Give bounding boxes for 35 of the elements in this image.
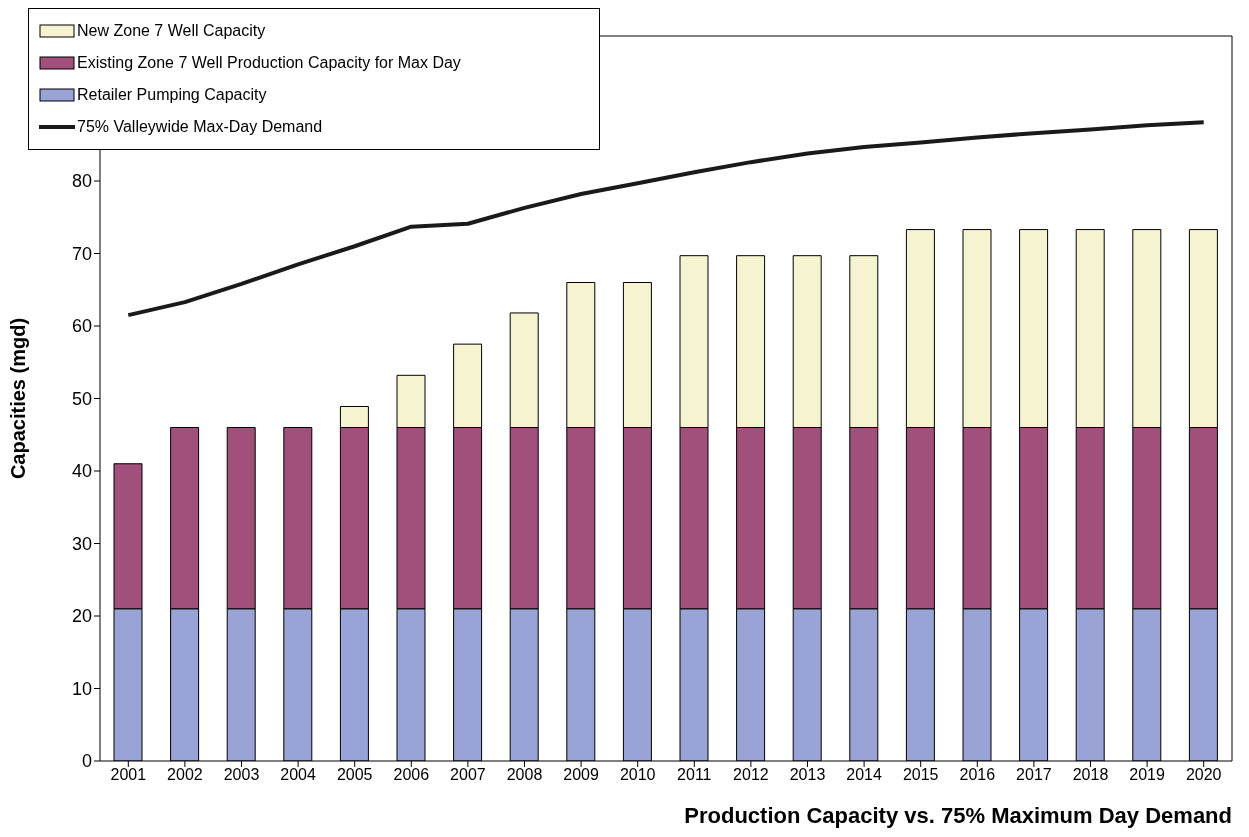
x-tick-label: 2004 <box>280 766 316 784</box>
x-tick-label: 2020 <box>1185 766 1222 784</box>
y-tick-label: 60 <box>71 316 92 337</box>
y-tick-label: 50 <box>71 388 92 409</box>
x-tick-label: 2016 <box>959 766 996 784</box>
y-tick-label: 30 <box>71 533 92 554</box>
legend-label: Existing Zone 7 Well Production Capacity for Max Day <box>77 54 461 72</box>
y-tick-label: 0 <box>81 751 92 772</box>
legend-label: New Zone 7 Well Capacity <box>77 22 266 40</box>
x-tick-label: 2011 <box>677 766 712 784</box>
x-tick-label: 2013 <box>789 766 826 784</box>
x-tick-label: 2018 <box>1072 766 1109 784</box>
x-tick-label: 2014 <box>846 766 882 784</box>
x-tick-label: 2005 <box>336 766 373 784</box>
legend-label: Retailer Pumping Capacity <box>77 86 267 104</box>
y-tick-label: 70 <box>71 243 92 264</box>
x-tick-label: 2003 <box>223 766 260 784</box>
x-tick-label: 2001 <box>110 766 147 784</box>
x-axis-title: Production Capacity vs. 75% Maximum Day Demand <box>684 803 1232 828</box>
y-tick-label: 20 <box>71 606 92 627</box>
x-tick-label: 2002 <box>167 766 203 784</box>
x-tick-label: 2009 <box>563 766 599 784</box>
legend-label: 75% Valleywide Max-Day Demand <box>77 118 323 136</box>
x-tick-label: 2006 <box>393 766 430 784</box>
x-tick-label: 2015 <box>902 766 939 784</box>
x-tick-label: 2008 <box>506 766 543 784</box>
x-tick-label: 2017 <box>1016 766 1052 784</box>
y-tick-label: 80 <box>71 171 92 192</box>
x-tick-label: 2019 <box>1129 766 1165 784</box>
x-tick-label: 2010 <box>619 766 656 784</box>
y-tick-label: 40 <box>71 461 92 482</box>
y-axis-title: Capacities (mgd) <box>7 317 30 480</box>
x-tick-label: 2012 <box>733 766 769 784</box>
y-tick-label: 10 <box>71 678 92 699</box>
x-tick-label: 2007 <box>450 766 486 784</box>
